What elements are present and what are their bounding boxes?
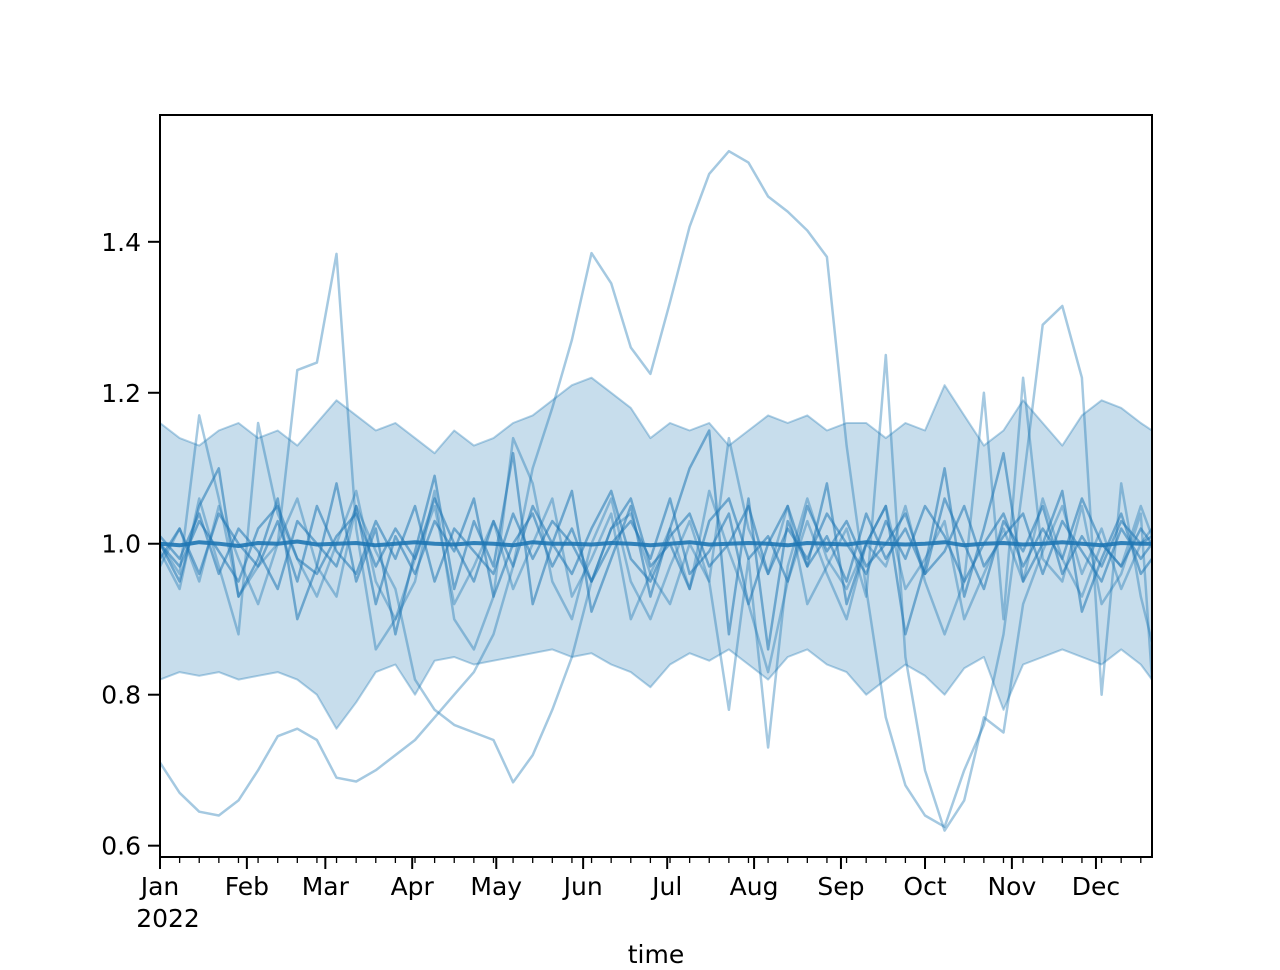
band-upper-edge (160, 376, 1152, 455)
series-sample-8 (160, 497, 1152, 606)
x-tick-label-jun: Jun (562, 872, 603, 901)
x-tick-label-sep: Sep (817, 872, 864, 901)
x-tick-year-label: 2022 (136, 904, 200, 933)
x-tick-label-mar: Mar (302, 872, 350, 901)
x-tick-label-apr: Apr (391, 872, 435, 901)
x-axis-label: time (627, 940, 685, 969)
x-tick-label-jan: Jan (139, 872, 180, 901)
series-sample-1-wanderer (160, 149, 1152, 829)
series-mean-line (160, 539, 1152, 548)
series-sample-2 (160, 252, 1152, 832)
band-lower-edge (160, 648, 1152, 730)
x-tick-label-aug: Aug (730, 872, 779, 901)
x-tick-label-may: May (470, 872, 522, 901)
y-tick-label-1.0: 1.0 (101, 530, 141, 559)
series-sample-3 (160, 376, 1152, 784)
axes-spines (159, 114, 1153, 858)
x-tick-label-feb: Feb (225, 872, 269, 901)
x-tick-label-jul: Jul (650, 872, 682, 901)
y-tick-label-0.6: 0.6 (101, 832, 141, 861)
series-sample-7 (160, 429, 1152, 651)
y-tick-label-1.2: 1.2 (101, 379, 141, 408)
y-tick-label-0.8: 0.8 (101, 681, 141, 710)
x-tick-label-nov: Nov (987, 872, 1036, 901)
plot-area (160, 149, 1152, 832)
x-tick-label-oct: Oct (903, 872, 946, 901)
x-tick-label-dec: Dec (1072, 872, 1120, 901)
band-fill (160, 377, 1152, 729)
y-tick-label-1.4: 1.4 (101, 228, 141, 257)
